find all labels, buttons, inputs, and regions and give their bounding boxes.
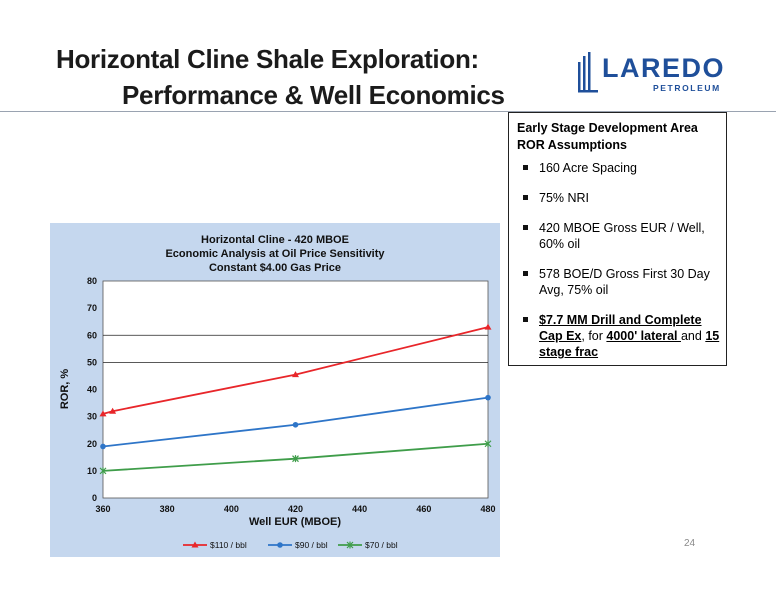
series-line [102,326,489,415]
y-tick-label: 80 [87,276,97,286]
y-tick-label: 20 [87,439,97,449]
and-text: and [680,329,706,343]
legend-label: $70 / bbl [365,540,398,550]
x-tick-label: 360 [95,504,110,514]
company-logo: LAREDO PETROLEUM [576,50,726,94]
legend-label: $110 / bbl [210,540,247,550]
series-2 [99,440,492,475]
y-tick-label: 30 [87,412,97,422]
data-point [484,440,492,448]
data-point [292,421,299,428]
chart-title-line2: Economic Analysis at Oil Price Sensitivi… [165,248,385,260]
assumptions-list: 160 Acre Spacing 75% NRI 420 MBOE Gross … [517,160,723,360]
slide-title-line1: Horizontal Cline Shale Exploration: [56,44,479,74]
x-tick-label: 440 [352,504,367,514]
slide-title-line2: Performance & Well Economics [122,80,505,110]
y-tick-label: 40 [87,385,97,395]
data-point [99,467,107,475]
assumptions-heading-line1: Early Stage Development Area [517,121,698,135]
capex-text: $7.7 MM Drill and Complete Cap Ex [539,313,702,343]
x-tick-label: 420 [288,504,303,514]
series-1 [100,394,491,450]
assumption-item: 420 MBOE Gross EUR / Well, 60% oil [517,220,723,252]
assumption-item: 160 Acre Spacing [517,160,723,176]
assumption-item: 75% NRI [517,190,723,206]
data-point [484,323,492,330]
data-point [100,443,106,450]
assumption-item: 578 BOE/D Gross First 30 Day Avg, 75% oi… [517,266,723,298]
data-point [99,410,107,417]
y-tick-label: 50 [87,357,97,367]
ror-line-chart: Horizontal Cline - 420 MBOE Economic Ana… [59,234,496,550]
data-point [292,455,299,463]
assumptions-panel: Early Stage Development Area ROR Assumpt… [508,112,727,366]
data-point [485,394,491,401]
lateral-text: 4000' lateral [606,329,681,343]
legend-label: $90 / bbl [295,540,328,550]
x-tick-label: 480 [480,504,495,514]
chart-title-line1: Horizontal Cline - 420 MBOE [201,234,349,246]
y-tick-label: 0 [92,493,97,503]
y-axis-label: ROR, % [59,369,71,410]
data-point [292,371,299,378]
assumptions-heading: Early Stage Development Area ROR Assumpt… [517,120,698,154]
data-point [346,541,354,549]
x-tick-label: 380 [160,504,175,514]
data-point [277,542,283,548]
y-tick-label: 10 [87,466,97,476]
y-tick-label: 70 [87,303,97,313]
data-point [191,541,199,548]
title-divider [0,111,776,112]
logo-word: LAREDO [602,53,725,83]
chart-title-line3: Constant $4.00 Gas Price [209,262,341,274]
capex-connector: , for [581,329,607,343]
frac-text: 15 stage frac [539,329,720,359]
x-tick-label: 460 [416,504,431,514]
page-number: 24 [684,538,696,549]
assumptions-heading-line2: ROR Assumptions [517,138,627,152]
x-tick-label: 400 [224,504,239,514]
logo-bars-icon [578,52,598,93]
y-tick-label: 60 [87,330,97,340]
plot-area [102,280,489,499]
series-0 [99,323,492,417]
data-point [109,407,117,414]
x-axis-label: Well EUR (MBOE) [249,516,341,528]
chart-legend: $110 / bbl $90 / bbl $70 / bbl [183,540,398,550]
logo-subtext: PETROLEUM [653,83,721,93]
assumption-item-capex: $7.7 MM Drill and Complete Cap Ex, for 4… [517,312,723,360]
